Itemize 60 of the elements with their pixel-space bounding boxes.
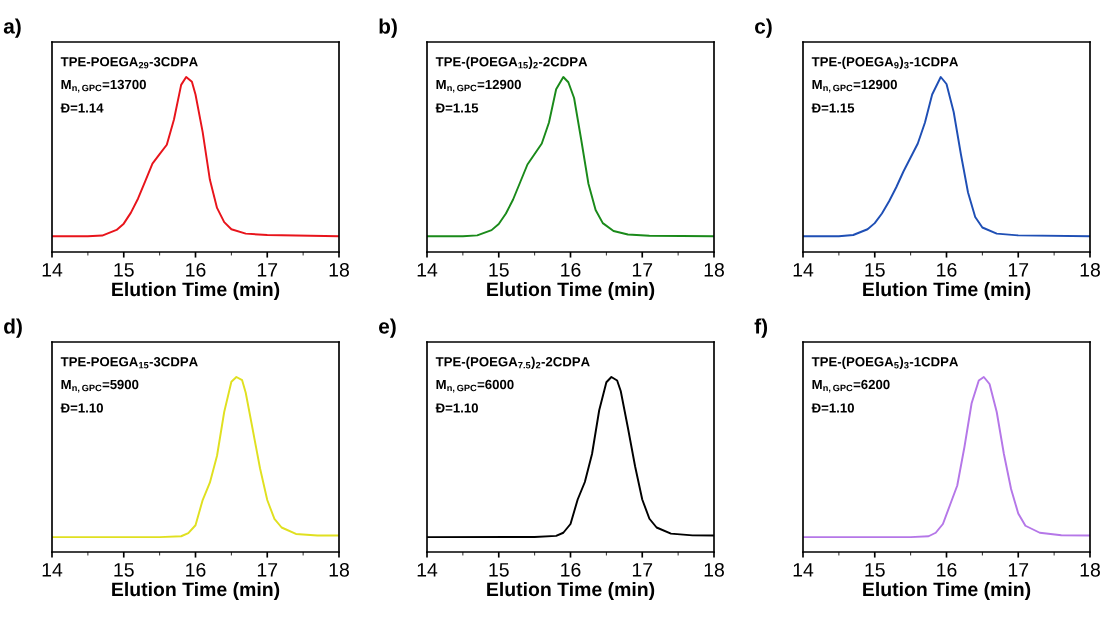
x-tick-label: 17 bbox=[257, 563, 278, 577]
x-tick-label: 15 bbox=[489, 563, 509, 577]
annotation: Đ=1.10 bbox=[435, 403, 478, 413]
annotation: Đ=1.14 bbox=[60, 103, 104, 113]
x-tick-label: 15 bbox=[865, 263, 885, 277]
x-tick-label: 17 bbox=[632, 263, 653, 277]
annotation: M$_{n,GPC}$=12900 bbox=[812, 79, 897, 93]
x-tick-label: 14 bbox=[793, 563, 814, 577]
x-tick-label: 17 bbox=[632, 563, 653, 577]
x-tick-label: 16 bbox=[186, 562, 206, 577]
text: TPE-(POEGA$_{7.5}$)$_{2}$-2CDPA bbox=[435, 356, 590, 369]
annotation: M$_{n,GPC}$=5900 bbox=[61, 379, 139, 393]
chart-title: b) bbox=[379, 18, 397, 38]
x-tick-label: 16 bbox=[561, 262, 581, 277]
x-tick-label: 15 bbox=[865, 563, 885, 577]
text: TPE-POEGA$_{15}$-3CDPA bbox=[60, 357, 198, 369]
annotation: Đ=1.15 bbox=[435, 103, 479, 113]
annotation: M$_{n,GPC}$=6000 bbox=[436, 379, 514, 393]
x-tick-label: 15 bbox=[114, 563, 134, 577]
x-tick-label: 16 bbox=[937, 262, 957, 277]
x-axis-title: Elution Time (min) bbox=[863, 581, 1031, 601]
text: TPE-(POEGA$_{9}$)$_{3}$-1CDPA bbox=[811, 56, 959, 69]
x-tick-label: 18 bbox=[1080, 562, 1100, 577]
text: TPE-(POEGA$_{5}$)$_{3}$-1CDPA bbox=[811, 356, 959, 369]
x-tick-label: 14 bbox=[417, 263, 438, 277]
x-tick-label: 16 bbox=[937, 562, 957, 577]
x-tick-label: 14 bbox=[42, 263, 63, 277]
x-axis-title: Elution Time (min) bbox=[487, 281, 655, 301]
x-tick-label: 16 bbox=[561, 562, 581, 577]
x-tick-label: 17 bbox=[1008, 563, 1029, 577]
x-axis-title: Elution Time (min) bbox=[863, 281, 1031, 301]
chart-title: a) bbox=[3, 18, 21, 38]
x-tick-label: 17 bbox=[257, 263, 278, 277]
x-tick-label: 14 bbox=[793, 263, 814, 277]
annotation: M$_{n,GPC}$=13700 bbox=[61, 79, 146, 93]
x-tick-label: 15 bbox=[114, 263, 134, 277]
text: TPE-POEGA$_{29}$-3CDPA bbox=[60, 57, 198, 69]
annotation: Đ=1.10 bbox=[60, 403, 103, 413]
annotation: M$_{n,GPC}$=6200 bbox=[812, 379, 890, 393]
x-tick-label: 17 bbox=[1008, 263, 1029, 277]
chart-title: e) bbox=[379, 318, 396, 338]
x-tick-label: 18 bbox=[704, 562, 724, 577]
annotation: Đ=1.15 bbox=[811, 103, 855, 113]
x-tick-label: 18 bbox=[1080, 262, 1100, 277]
x-tick-label: 14 bbox=[42, 563, 63, 577]
x-tick-label: 18 bbox=[704, 262, 724, 277]
text: TPE-(POEGA$_{15}$)$_{2}$-2CDPA bbox=[435, 56, 588, 69]
x-tick-label: 15 bbox=[489, 263, 509, 277]
x-tick-label: 18 bbox=[329, 562, 349, 577]
x-axis-title: Elution Time (min) bbox=[112, 281, 280, 301]
x-tick-label: 16 bbox=[186, 262, 206, 277]
chart-title: c) bbox=[755, 18, 772, 38]
chart-title: d) bbox=[4, 318, 22, 338]
chart-title: f) bbox=[754, 318, 768, 338]
x-tick-label: 14 bbox=[417, 563, 438, 577]
x-axis-title: Elution Time (min) bbox=[112, 581, 280, 601]
annotation: Đ=1.10 bbox=[811, 403, 854, 413]
x-tick-label: 18 bbox=[329, 262, 349, 277]
x-axis-title: Elution Time (min) bbox=[487, 581, 655, 601]
annotation: M$_{n,GPC}$=12900 bbox=[436, 79, 521, 93]
